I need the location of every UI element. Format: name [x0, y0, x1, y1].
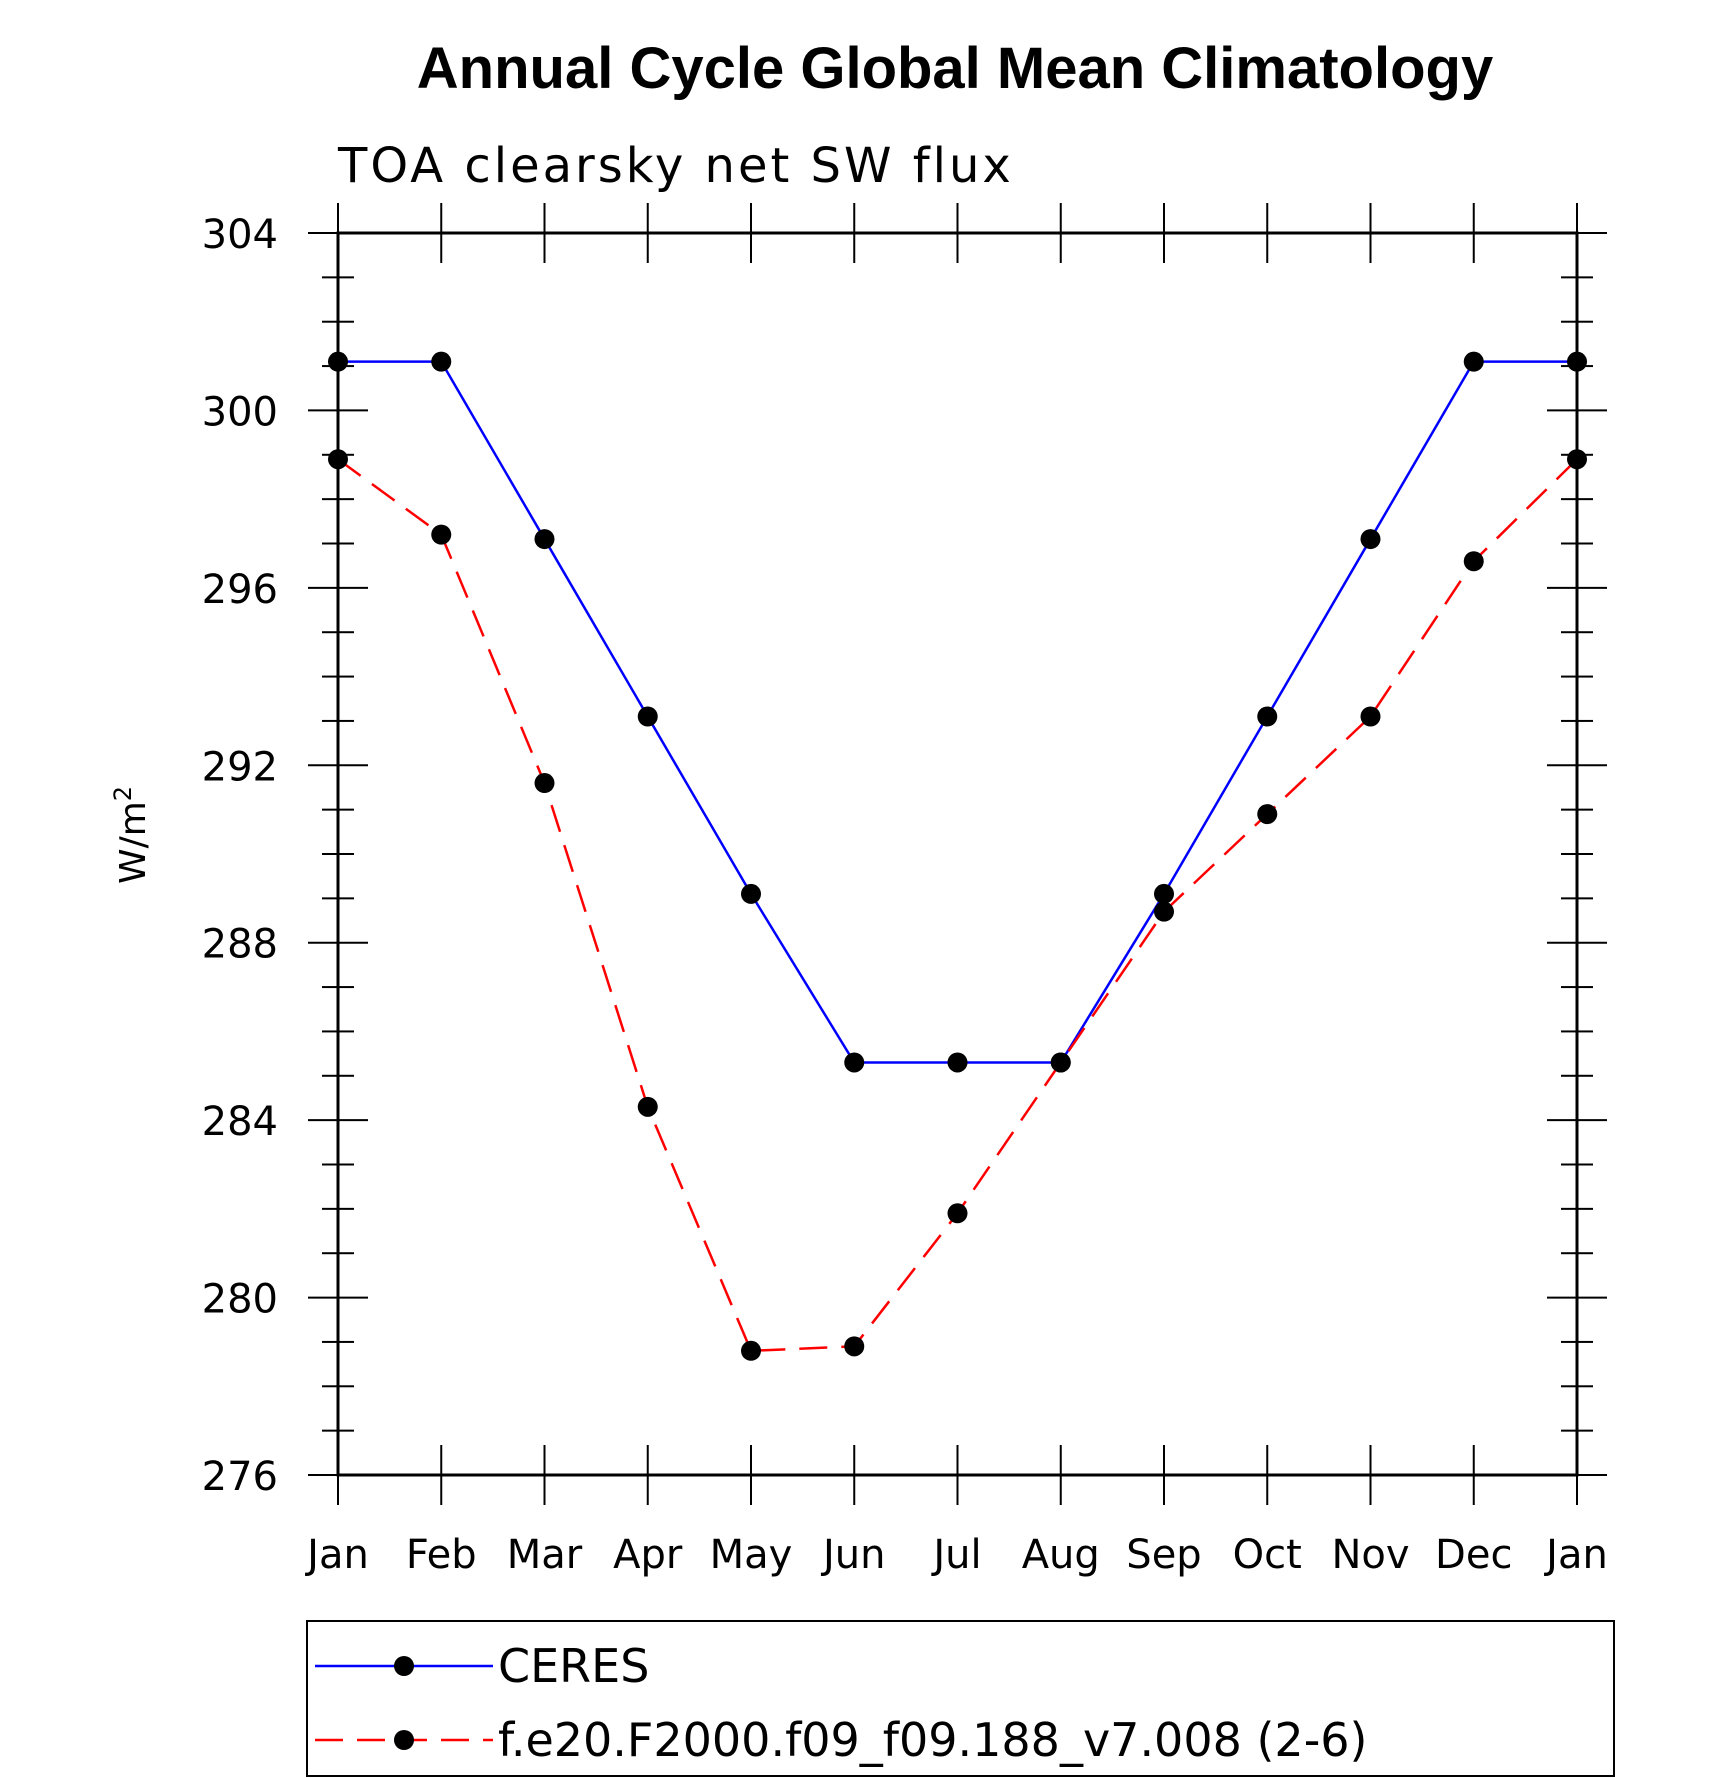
axes: 276 280 284 288 292 296 300 304 Jan Feb Mar Apr May J…: [202, 203, 1608, 1578]
data-point-1: [1360, 706, 1381, 727]
x-tick-label: Mar: [507, 1532, 583, 1578]
x-tick-label: Dec: [1435, 1532, 1512, 1578]
x-tick-label: Sep: [1126, 1532, 1201, 1578]
series-lines: [328, 351, 1587, 1361]
x-tick-label: Oct: [1233, 1532, 1302, 1578]
data-point-0: [844, 1052, 865, 1073]
x-tick-label: Feb: [406, 1532, 477, 1578]
data-point-1: [431, 524, 452, 545]
data-point-0: [1257, 706, 1278, 727]
data-point-0: [431, 351, 452, 372]
y-tick-label: 284: [202, 1099, 278, 1145]
data-point-1: [1463, 551, 1484, 572]
x-tick-label: Jul: [930, 1532, 981, 1578]
data-point-1: [328, 449, 348, 470]
y-tick-label: 288: [202, 922, 278, 968]
x-tick-label: Apr: [613, 1532, 683, 1578]
data-point-0: [637, 706, 658, 727]
plot-frame: [336, 231, 1579, 1477]
x-tick-label: Jun: [820, 1532, 886, 1578]
data-point-1: [844, 1336, 865, 1357]
x-tick-label: May: [710, 1532, 793, 1578]
data-point-1: [637, 1096, 658, 1117]
y-tick-label: 304: [202, 212, 278, 258]
y-tick-label: 292: [202, 744, 278, 790]
data-point-0: [741, 883, 761, 904]
x-tick-label: Nov: [1331, 1532, 1409, 1578]
data-point-0: [534, 529, 555, 550]
legend: CERES f.e20.F2000.f09_f09.188_v7.008 (2-6…: [306, 1620, 1615, 1777]
series-line-0: [338, 360, 1577, 1064]
legend-label-1: f.e20.F2000.f09_f09.188_v7.008 (2-6): [498, 1713, 1368, 1767]
data-point-0: [947, 1052, 968, 1073]
data-point-0: [1360, 529, 1381, 550]
legend-box: [306, 1620, 1615, 1777]
legend-label-0: CERES: [498, 1639, 649, 1693]
data-point-0: [1463, 351, 1484, 372]
y-axis-label: W/m2: [109, 786, 154, 884]
y-tick-label: 280: [202, 1277, 278, 1323]
y-tick-label: 300: [202, 389, 278, 435]
y-axis-label-text: W/m: [113, 801, 154, 884]
data-point-1: [1257, 804, 1278, 825]
data-point-0: [1567, 351, 1587, 372]
x-tick-label: Jan: [304, 1532, 369, 1578]
data-point-1: [947, 1203, 968, 1224]
data-point-1: [1154, 901, 1174, 922]
chart-subtitle: TOA clearsky net SW flux: [337, 138, 1014, 194]
data-point-1: [1567, 449, 1587, 470]
legend-swatch-marker-0: [394, 1656, 414, 1676]
legend-swatch-marker-1: [394, 1730, 414, 1750]
data-point-1: [741, 1340, 761, 1361]
data-point-1: [534, 773, 555, 794]
x-tick-label: Jan: [1543, 1532, 1608, 1578]
chart-title: Annual Cycle Global Mean Climatology: [417, 36, 1493, 101]
x-tick-label: Aug: [1022, 1532, 1100, 1578]
y-axis-label-superscript: 2: [109, 786, 137, 801]
data-point-0: [1154, 883, 1174, 904]
data-point-0: [328, 351, 348, 372]
y-tick-label: 296: [202, 567, 278, 613]
data-point-1: [1050, 1052, 1071, 1073]
y-tick-label: 276: [202, 1454, 278, 1500]
